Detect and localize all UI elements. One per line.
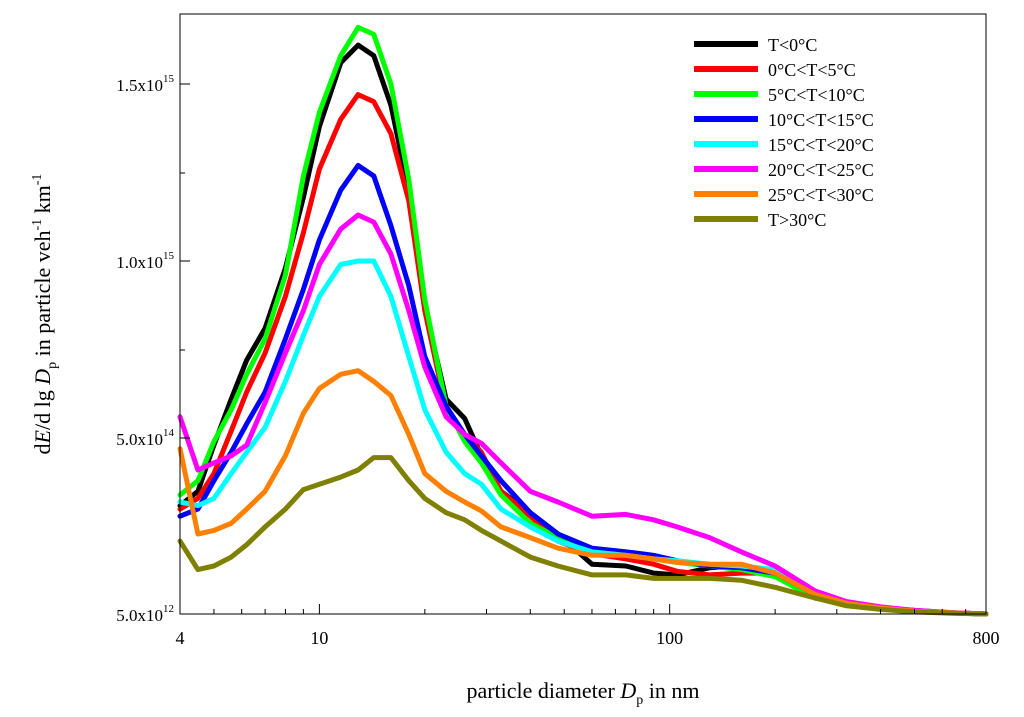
plot-frame xyxy=(179,13,987,615)
x-axis: 4 10 100 800 xyxy=(176,604,1000,648)
series-line-3 xyxy=(177,24,989,617)
y-axis-label-p1: d xyxy=(30,443,55,454)
series-line-6 xyxy=(177,212,989,617)
y-axis-label-sup1: -1 xyxy=(30,219,45,231)
x-tick-label: 10 xyxy=(310,628,328,648)
x-tick-label: 800 xyxy=(973,628,1000,648)
x-axis-label-sub: p xyxy=(636,693,643,708)
y-axis-label-it1: E xyxy=(30,429,55,444)
y-tick-base: 5.0x10 xyxy=(116,430,163,449)
legend-label-8: T>30°C xyxy=(768,210,826,230)
y-axis-label-sup2: -1 xyxy=(30,174,45,186)
x-axis-label: particle diameter Dp in nm xyxy=(466,678,699,708)
y-tick-label: 5.0x1014 xyxy=(116,427,174,449)
x-axis-label-suffix: in nm xyxy=(643,678,699,703)
y-tick-label: 5.0x1012 xyxy=(116,603,174,625)
legend-label-7: 25°C<T<30°C xyxy=(768,185,874,205)
y-tick-label: 1.0x1015 xyxy=(116,250,174,272)
y-axis-label-it2: D xyxy=(30,369,55,386)
y-tick-base: 1.5x10 xyxy=(116,76,163,95)
legend-label-1: T<0°C xyxy=(768,35,817,55)
y-tick-base: 5.0x10 xyxy=(116,606,163,625)
series-layer xyxy=(177,24,989,617)
y-tick-exp: 12 xyxy=(163,603,174,615)
legend-label-3: 5°C<T<10°C xyxy=(768,85,865,105)
y-tick-exp: 14 xyxy=(163,427,175,439)
legend-label-5: 15°C<T<20°C xyxy=(768,135,874,155)
y-tick-base: 1.0x10 xyxy=(116,253,163,272)
legend-label-4: 10°C<T<15°C xyxy=(768,110,874,130)
y-axis-label: dE/d lg Dp in particle veh-1 km-1 xyxy=(30,174,60,455)
y-tick-exp: 15 xyxy=(163,250,175,262)
legend: T<0°C 0°C<T<5°C 5°C<T<10°C 10°C<T<15°C 15°C<… xyxy=(694,35,874,230)
series-line-7 xyxy=(177,368,989,617)
legend-label-6: 20°C<T<25°C xyxy=(768,160,874,180)
y-axis-label-sub: p xyxy=(45,362,60,369)
y-axis-label-p3: in particle veh xyxy=(30,231,55,362)
x-axis-label-italic: D xyxy=(619,678,636,703)
x-tick-label: 100 xyxy=(656,628,683,648)
y-tick-exp: 15 xyxy=(163,73,175,85)
legend-label-2: 0°C<T<5°C xyxy=(768,60,856,80)
y-tick-label: 1.5x1015 xyxy=(116,73,174,95)
x-tick-label: 4 xyxy=(176,628,185,648)
series-line-1 xyxy=(177,42,989,617)
x-axis-label-prefix: particle diameter xyxy=(466,678,620,703)
y-axis-label-p4: km xyxy=(30,185,55,219)
y-axis-label-p2: /d lg xyxy=(30,385,55,430)
series-line-8 xyxy=(177,455,989,617)
